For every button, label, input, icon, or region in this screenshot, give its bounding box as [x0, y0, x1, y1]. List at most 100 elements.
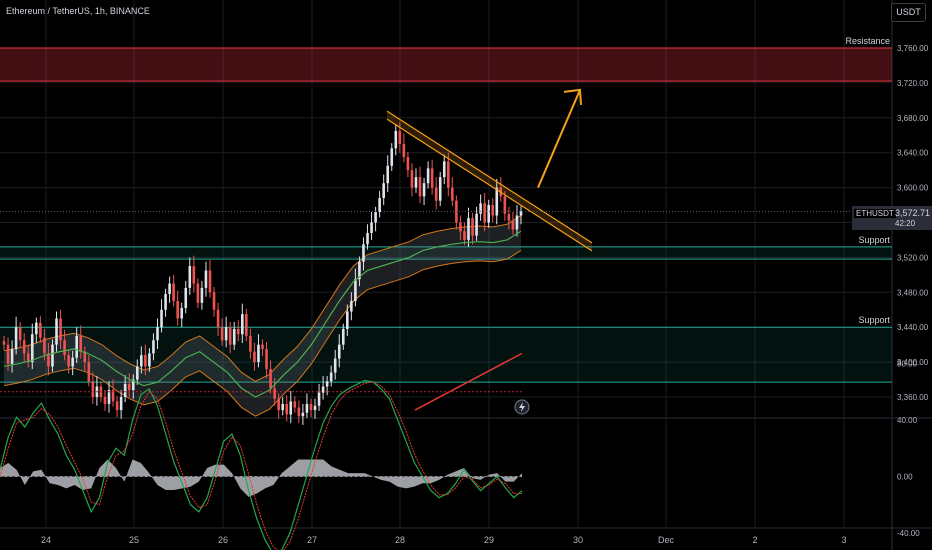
candle-body [51, 344, 54, 367]
candle-body [313, 405, 317, 411]
cloud-upper-edge [3, 215, 522, 382]
candle-body [366, 232, 369, 245]
candle-body [67, 355, 70, 367]
candle-body [422, 183, 426, 197]
candle-body [144, 355, 147, 367]
candle-body [463, 231, 466, 240]
price-tick-label: 3,600.00 [897, 184, 929, 193]
candle-body [358, 261, 361, 280]
cloud-layer [3, 215, 522, 417]
candle-body [14, 327, 18, 350]
candle-body [30, 334, 34, 363]
candle-body [39, 322, 42, 338]
candle-body [253, 351, 256, 363]
candle-body [188, 266, 192, 288]
candle-body [487, 205, 490, 223]
price-tick-label: 3,680.00 [897, 114, 929, 123]
candle-body [442, 161, 446, 178]
price-tick-label: 3,720.00 [897, 79, 929, 88]
projection-arrow-shaft [537, 89, 581, 188]
candle-body [83, 351, 87, 363]
zone-label: Support [858, 235, 890, 245]
osc-tick-label: -40.00 [897, 529, 920, 538]
candle-body [459, 222, 462, 232]
ma-fast-line [3, 230, 522, 398]
time-tick-label: 2 [752, 535, 757, 545]
candle-body [59, 318, 62, 341]
candle-body [79, 335, 83, 352]
time-tick-label: 25 [129, 535, 139, 545]
lightning-icon[interactable] [514, 399, 530, 415]
candle-body [35, 322, 38, 335]
candle-body [503, 196, 507, 214]
candle-body [382, 183, 385, 199]
price-tick-label: 3,440.00 [897, 323, 929, 332]
bar-countdown: 42:20 [895, 219, 916, 228]
time-tick-label: 3 [841, 535, 846, 545]
candle-body [515, 215, 519, 230]
candle-body [71, 357, 74, 367]
candle-body [491, 205, 495, 216]
candle-body [495, 187, 499, 216]
candle-body [434, 187, 438, 201]
candle-body [426, 168, 430, 184]
last-price-value: 3,572.71 [895, 208, 931, 218]
candle-body [386, 165, 390, 184]
candle-body [115, 401, 119, 411]
candle-body [374, 212, 377, 223]
price-tick-label: 3,480.00 [897, 288, 929, 297]
price-tick-label: 3,400.00 [897, 358, 929, 367]
osc-slow-line [0, 381, 522, 550]
osc-histogram [0, 459, 522, 497]
candle-body [277, 398, 280, 411]
candle-body [2, 341, 6, 345]
trendline-upper [386, 110, 593, 244]
candle-body [398, 130, 402, 144]
osc-tick-label: 40.00 [897, 416, 918, 425]
candle-body [305, 403, 309, 413]
lines-layer [0, 88, 852, 411]
candle-body [103, 397, 107, 404]
candle-body [22, 340, 26, 354]
zone-box [0, 246, 892, 260]
candle-body [406, 157, 410, 171]
candle-body [196, 283, 200, 303]
candle-body [63, 340, 66, 356]
candle-body [483, 203, 486, 223]
candle-body [321, 386, 325, 393]
trendline-lower [386, 118, 593, 252]
candle-body [297, 407, 301, 417]
candle-body [148, 353, 151, 367]
candle-body [111, 390, 115, 402]
symbol-tag: ETHUSDT [854, 209, 896, 218]
candle-body [471, 218, 474, 236]
candle-body [192, 266, 196, 284]
candle-body [269, 369, 272, 389]
zone-label: Support [858, 315, 890, 325]
candle-body [249, 335, 252, 352]
candle-body [236, 328, 240, 335]
candle-body [329, 372, 333, 382]
candle-body [200, 287, 204, 303]
candle-body [354, 279, 357, 302]
candle-body [91, 381, 95, 397]
time-tick-label: Dec [658, 535, 675, 545]
candle-body [309, 403, 313, 411]
osc-tick-label: 80.00 [897, 360, 918, 369]
zones-layer: Resistance Support Support [0, 36, 892, 383]
candle-body [394, 130, 398, 149]
candle-body [180, 308, 184, 319]
candle-body [156, 327, 159, 341]
candle-body [519, 211, 523, 216]
candle-body [333, 358, 337, 373]
cloud-fill [4, 215, 521, 417]
candle-body [26, 353, 30, 363]
oscillator-pane [0, 379, 523, 550]
candle-body [475, 213, 478, 236]
candle-body [212, 292, 216, 310]
trendline-fill [387, 111, 592, 251]
candle-body [430, 168, 434, 188]
candle-body [293, 401, 297, 408]
currency-button[interactable]: USDT [891, 3, 926, 22]
